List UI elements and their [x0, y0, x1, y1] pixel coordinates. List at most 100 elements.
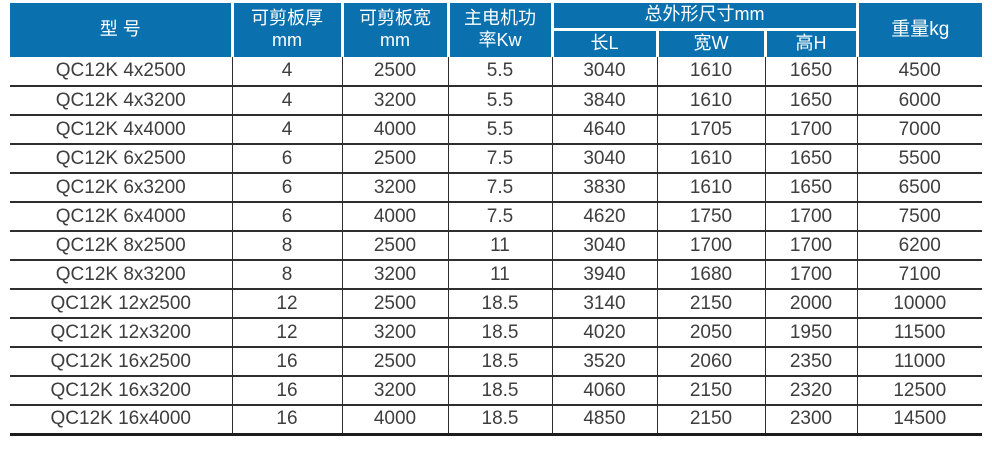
cell-thickness: 8	[231, 231, 342, 261]
cell-model: QC12K 4x4000	[10, 115, 232, 145]
cell-height: 2350	[764, 347, 857, 377]
table-row: QC12K 16x4000 16 4000 18.5 4850 2150 2300 14500	[10, 405, 982, 436]
cell-width: 2050	[656, 318, 765, 348]
cell-width: 1610	[656, 86, 765, 116]
table-row: QC12K 4x3200 4 3200 5.5 3840 1610 1650 6000	[10, 86, 982, 116]
cell-thickness: 8	[231, 260, 342, 290]
cell-length: 3040	[551, 57, 657, 87]
cell-model: QC12K 16x4000	[10, 405, 232, 436]
cell-cut-width: 2500	[341, 289, 448, 319]
col-header-power-line1: 主电机功	[464, 8, 536, 29]
cell-model: QC12K 12x3200	[10, 318, 232, 348]
table-header: 型 号 可剪板厚 mm 可剪板宽 mm 主电机功 率Kw 总外形尺寸mm 重量k…	[10, 3, 982, 57]
cell-thickness: 12	[231, 289, 342, 319]
cell-weight: 11000	[856, 347, 982, 377]
cell-length: 3840	[551, 86, 657, 116]
cell-height: 1700	[764, 115, 857, 145]
cell-height: 1650	[764, 86, 857, 116]
col-header-dimensions-group: 总外形尺寸mm	[550, 3, 857, 31]
cell-weight: 6000	[856, 86, 982, 116]
cell-cut-width: 4000	[341, 202, 448, 232]
cell-weight: 7500	[856, 202, 982, 232]
cell-thickness: 4	[231, 86, 342, 116]
table-row: QC12K 6x4000 6 4000 7.5 4620 1750 1700 7500	[10, 202, 982, 232]
cell-model: QC12K 6x2500	[10, 144, 232, 174]
cell-thickness: 6	[231, 173, 342, 203]
cell-power: 18.5	[447, 318, 552, 348]
table-body: QC12K 4x2500 4 2500 5.5 3040 1610 1650 4500 QC1…	[10, 57, 982, 436]
cell-length: 4640	[551, 115, 657, 145]
col-header-cut-width-line2: mm	[380, 30, 410, 50]
cell-cut-width: 4000	[341, 115, 448, 145]
cell-power: 18.5	[447, 289, 552, 319]
cell-power: 18.5	[447, 347, 552, 377]
cell-width: 2150	[656, 376, 765, 406]
col-header-width: 宽W	[655, 29, 765, 57]
cell-power: 7.5	[447, 144, 552, 174]
cell-width: 2150	[656, 289, 765, 319]
table-row: QC12K 16x2500 16 2500 18.5 3520 2060 2350 11000	[10, 347, 982, 377]
table-row: QC12K 4x4000 4 4000 5.5 4640 1705 1700 7000	[10, 115, 982, 145]
cell-height: 1950	[764, 318, 857, 348]
cell-thickness: 16	[231, 405, 342, 436]
cell-height: 1650	[764, 144, 857, 174]
table-row: QC12K 8x3200 8 3200 11 3940 1680 1700 7100	[10, 260, 982, 290]
cell-height: 2320	[764, 376, 857, 406]
cell-model: QC12K 8x3200	[10, 260, 232, 290]
cell-length: 4620	[551, 202, 657, 232]
cell-power: 5.5	[447, 86, 552, 116]
cell-weight: 11500	[856, 318, 982, 348]
cell-cut-width: 3200	[341, 86, 448, 116]
cell-height: 1700	[764, 260, 857, 290]
cell-weight: 4500	[856, 57, 982, 87]
cell-model: QC12K 6x4000	[10, 202, 232, 232]
cell-cut-width: 2500	[341, 144, 448, 174]
cell-weight: 6500	[856, 173, 982, 203]
cell-height: 1700	[764, 202, 857, 232]
cell-cut-width: 3200	[341, 260, 448, 290]
col-header-thickness-line2: mm	[272, 30, 302, 50]
table-row: QC12K 6x3200 6 3200 7.5 3830 1610 1650 6500	[10, 173, 982, 203]
col-header-model: 型 号	[10, 3, 232, 57]
cell-weight: 5500	[856, 144, 982, 174]
cell-model: QC12K 16x3200	[10, 376, 232, 406]
cell-height: 1650	[764, 57, 857, 87]
cell-power: 5.5	[447, 115, 552, 145]
cell-power: 5.5	[447, 57, 552, 87]
col-header-cut-width: 可剪板宽 mm	[340, 3, 448, 57]
cell-model: QC12K 8x2500	[10, 231, 232, 261]
table-row: QC12K 8x2500 8 2500 11 3040 1700 1700 6200	[10, 231, 982, 261]
spec-table: 型 号 可剪板厚 mm 可剪板宽 mm 主电机功 率Kw 总外形尺寸mm 重量k…	[10, 3, 982, 436]
cell-width: 1680	[656, 260, 765, 290]
cell-width: 2060	[656, 347, 765, 377]
cell-cut-width: 2500	[341, 231, 448, 261]
table-row: QC12K 12x2500 12 2500 18.5 3140 2150 2000 10000	[10, 289, 982, 319]
col-header-cut-width-line1: 可剪板宽	[359, 8, 431, 29]
cell-height: 1650	[764, 173, 857, 203]
cell-length: 3040	[551, 231, 657, 261]
cell-length: 4850	[551, 405, 657, 436]
cell-cut-width: 3200	[341, 376, 448, 406]
cell-thickness: 4	[231, 57, 342, 87]
col-header-power: 主电机功 率Kw	[446, 3, 552, 57]
cell-thickness: 4	[231, 115, 342, 145]
cell-height: 2000	[764, 289, 857, 319]
cell-cut-width: 3200	[341, 173, 448, 203]
cell-weight: 14500	[856, 405, 982, 436]
cell-weight: 6200	[856, 231, 982, 261]
cell-power: 11	[447, 231, 552, 261]
cell-power: 18.5	[447, 405, 552, 436]
col-header-length: 长L	[550, 29, 657, 57]
cell-length: 4020	[551, 318, 657, 348]
cell-model: QC12K 4x2500	[10, 57, 232, 87]
col-header-thickness-line1: 可剪板厚	[251, 8, 323, 29]
cell-height: 2300	[764, 405, 857, 436]
cell-cut-width: 2500	[341, 57, 448, 87]
cell-length: 3830	[551, 173, 657, 203]
col-header-height: 高H	[763, 29, 857, 57]
cell-length: 4060	[551, 376, 657, 406]
cell-weight: 12500	[856, 376, 982, 406]
cell-length: 3520	[551, 347, 657, 377]
cell-weight: 7000	[856, 115, 982, 145]
